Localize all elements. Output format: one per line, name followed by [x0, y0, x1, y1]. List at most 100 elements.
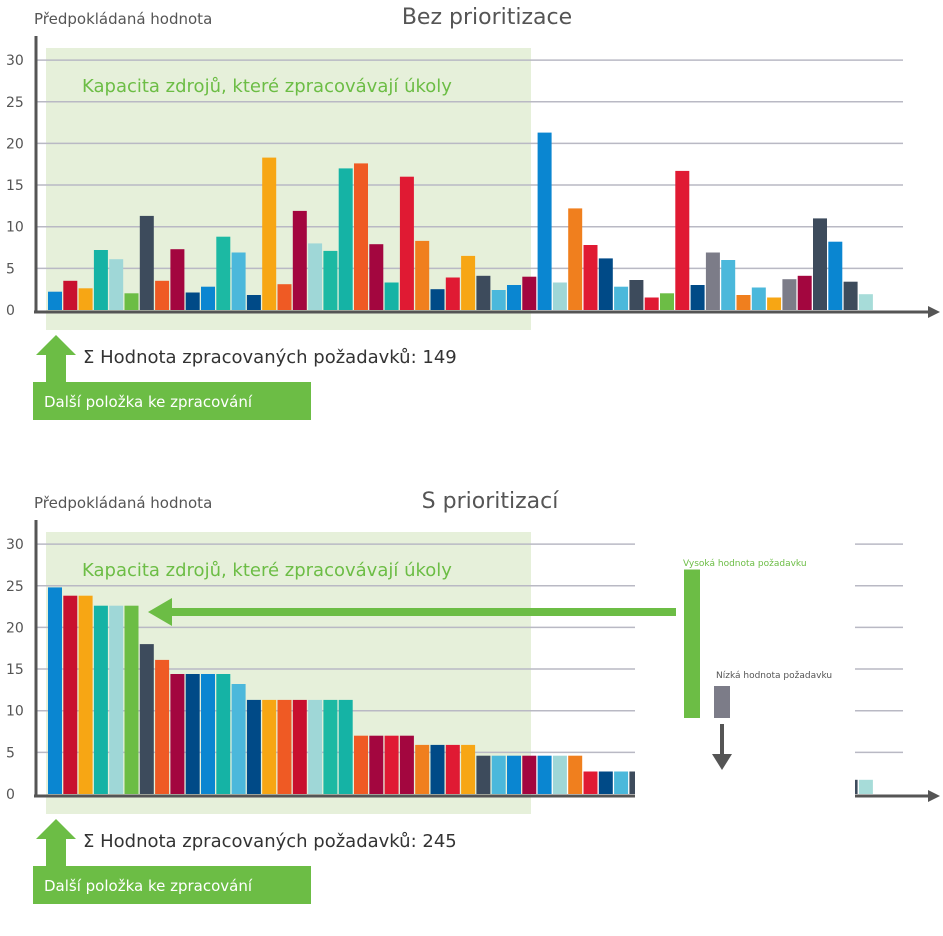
bar: [78, 595, 93, 794]
bar: [338, 699, 353, 794]
bars: [48, 132, 873, 310]
y-tick-label: 5: [6, 745, 15, 761]
bar: [522, 755, 537, 794]
bar: [246, 295, 261, 310]
chart-svg: 0 5 10 15 20 25 30 Předpokládaná hodnota Bez p…: [6, 5, 940, 420]
bars: [48, 587, 873, 794]
bar: [323, 699, 338, 794]
bar: [614, 286, 629, 310]
y-tick-label: 20: [6, 136, 24, 152]
bar: [399, 735, 414, 794]
capacity-label: Kapacita zdrojů, které zpracovávají úkol…: [82, 76, 452, 97]
next-item-label: Další položka ke zpracování: [44, 393, 253, 411]
bar: [139, 215, 154, 310]
x-axis-arrow-icon: [928, 306, 940, 318]
y-tick-label: 10: [6, 220, 24, 236]
legend: Vysoká hodnota požadavku Nízká hodnota p…: [148, 534, 855, 804]
up-arrow-icon: [36, 819, 76, 866]
bar: [124, 605, 139, 794]
bar: [354, 163, 368, 310]
y-tick-label: 30: [6, 537, 24, 553]
legend-low-bar: [714, 686, 730, 718]
next-item-box: [33, 866, 311, 904]
bar: [568, 208, 583, 310]
bar: [139, 644, 154, 794]
bar: [277, 699, 292, 794]
bar: [63, 595, 78, 794]
chart-title: Bez prioritizace: [402, 5, 572, 30]
bar: [170, 674, 185, 794]
bar: [155, 659, 170, 794]
bar: [430, 744, 445, 794]
down-arrow-icon: [712, 754, 732, 770]
capacity-label: Kapacita zdrojů, které zpracovávají úkol…: [82, 560, 452, 581]
bar: [507, 285, 521, 310]
y-tick-label: 25: [6, 95, 24, 111]
bar: [476, 755, 491, 794]
bar: [736, 295, 751, 310]
bar: [185, 674, 200, 794]
bar: [552, 282, 567, 310]
bar: [384, 735, 399, 794]
chart-s-prioritizaci: 0 5 10 15 20 25 30 Předpokládaná hodnota S pri…: [0, 484, 943, 936]
bar: [369, 735, 384, 794]
bar: [369, 244, 384, 310]
bar: [537, 755, 552, 794]
bar: [522, 276, 537, 310]
bar: [185, 292, 200, 310]
bar: [201, 286, 215, 310]
y-tick-label: 10: [6, 704, 24, 720]
bar: [660, 293, 674, 310]
up-arrow-icon: [36, 335, 76, 382]
bar: [721, 260, 736, 310]
y-tick-label: 25: [6, 579, 24, 595]
bar: [246, 699, 261, 794]
bar: [216, 236, 231, 310]
bar: [354, 735, 368, 794]
bar: [491, 755, 506, 794]
bar: [308, 243, 323, 310]
bar: [552, 755, 567, 794]
bar: [537, 132, 552, 310]
y-tick-labels: 0 5 10 15 20 25 30: [6, 537, 24, 803]
y-tick-label: 20: [6, 620, 24, 636]
bar: [48, 587, 62, 794]
bar: [430, 289, 445, 310]
bar: [751, 287, 766, 310]
y-tick-label: 30: [6, 53, 24, 69]
bar: [292, 699, 307, 794]
bar: [415, 744, 430, 794]
bar: [598, 771, 613, 794]
bar: [262, 157, 277, 310]
y-tick-label: 5: [6, 261, 15, 277]
bar: [476, 275, 491, 310]
sum-label: Σ Hodnota zpracovaných požadavků: 245: [83, 831, 457, 852]
bar: [858, 779, 873, 794]
y-tick-labels: 0 5 10 15 20 25 30: [6, 53, 24, 319]
bar: [231, 252, 246, 310]
left-arrow-icon: [148, 598, 172, 626]
sum-label: Σ Hodnota zpracovaných požadavků: 149: [83, 347, 457, 368]
bar: [461, 744, 476, 794]
bar: [461, 255, 476, 310]
bar: [170, 249, 185, 310]
bar: [323, 250, 338, 310]
chart-svg: 0 5 10 15 20 25 30 Předpokládaná hodnota S pri…: [6, 489, 940, 904]
next-item-label: Další položka ke zpracování: [44, 877, 253, 895]
bar: [93, 250, 108, 310]
bar: [93, 605, 108, 794]
bar: [675, 170, 690, 310]
axes: [34, 36, 940, 318]
bar: [828, 241, 843, 310]
bar: [63, 280, 78, 310]
bar: [858, 294, 873, 310]
x-axis-arrow-icon: [928, 790, 940, 802]
chart-bez-prioritizace: 0 5 10 15 20 25 30 Předpokládaná hodnota Bez p…: [0, 0, 943, 452]
bar: [216, 674, 231, 794]
bar: [614, 771, 629, 794]
chart-title: S prioritizací: [422, 489, 560, 514]
bar: [231, 684, 246, 794]
legend-low-label: Nízká hodnota požadavku: [716, 671, 832, 681]
bar: [384, 282, 399, 310]
y-tick-label: 15: [6, 662, 24, 678]
